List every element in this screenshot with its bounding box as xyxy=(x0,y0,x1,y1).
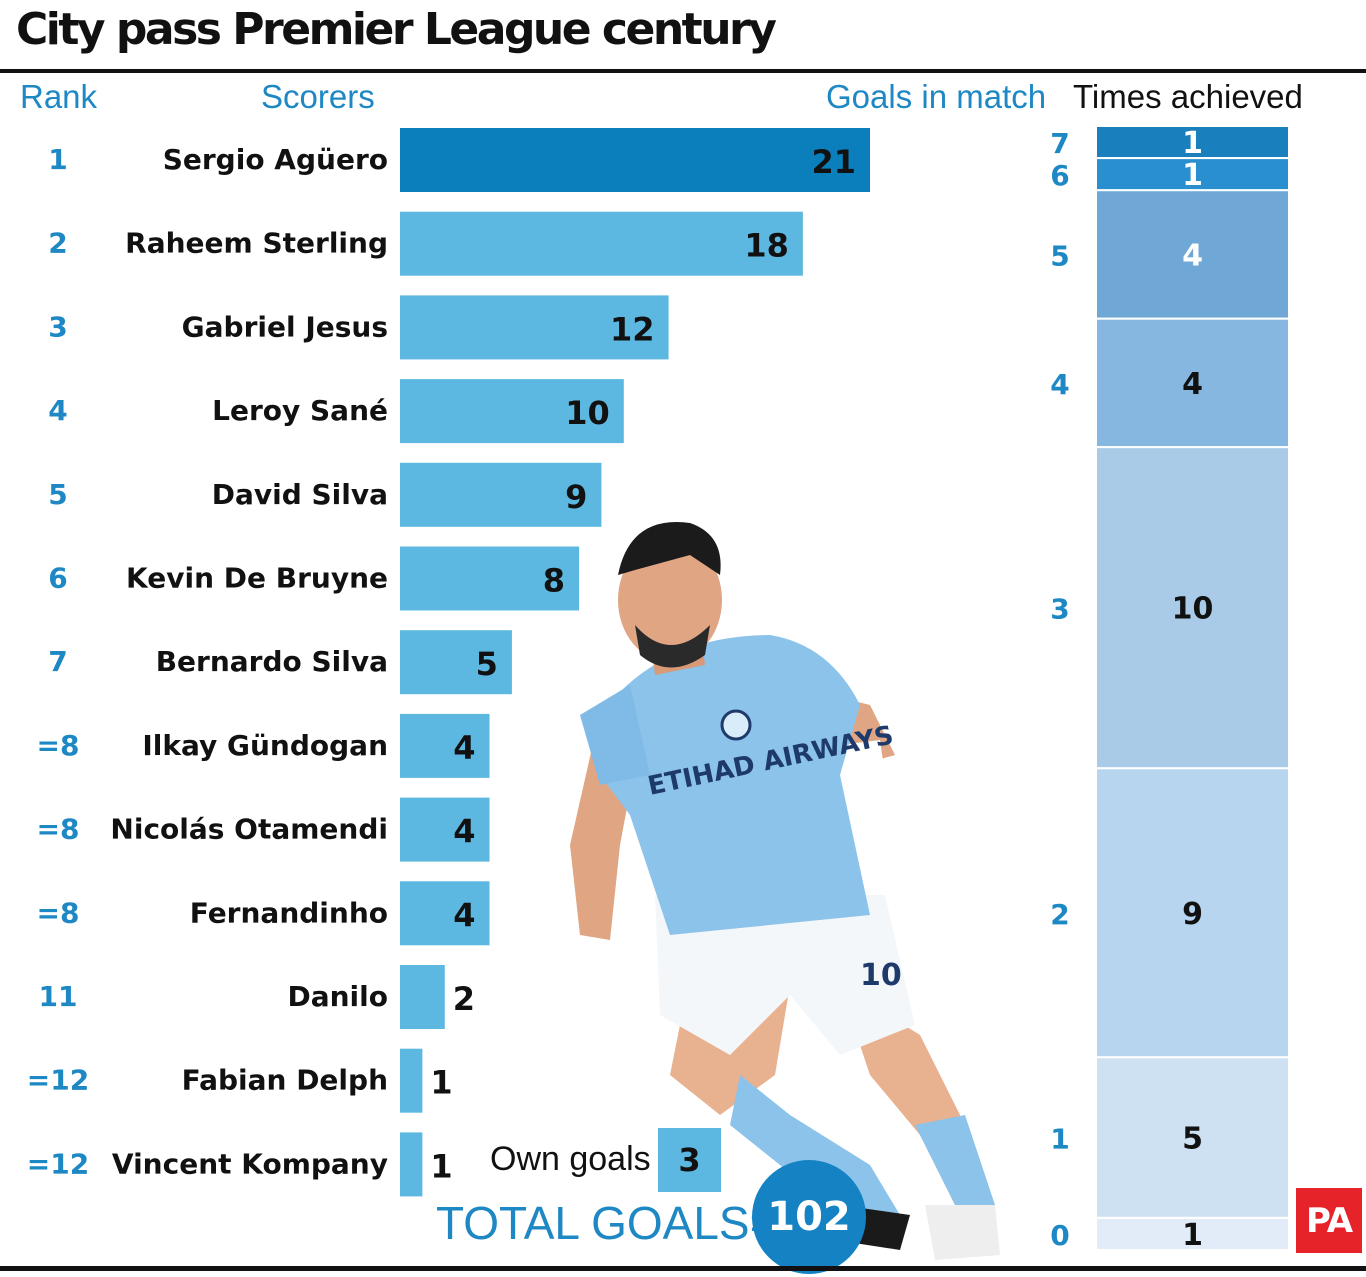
stack-segment xyxy=(1095,317,1290,449)
goals-in-match-label: 2 xyxy=(1050,898,1069,931)
scorer-name: Raheem Sterling xyxy=(125,227,388,260)
goals-in-match-label: 7 xyxy=(1050,127,1069,160)
bar-value-label: 2 xyxy=(453,980,475,1018)
rank-label: =12 xyxy=(27,1147,89,1180)
total-goals-label: TOTAL GOALS= xyxy=(436,1197,777,1249)
goals-in-match-label: 4 xyxy=(1050,368,1069,401)
bar-value-label: 5 xyxy=(476,645,498,683)
bar-value-label: 8 xyxy=(543,562,565,600)
goals-in-match-label: 6 xyxy=(1050,159,1069,192)
rank-label: =12 xyxy=(27,1064,89,1097)
goals-in-match-label: 5 xyxy=(1050,239,1069,272)
stack-segment xyxy=(1095,1216,1290,1252)
rank-column-header: Rank xyxy=(20,78,98,115)
times-achieved-value: 4 xyxy=(1182,367,1203,402)
rank-label: =8 xyxy=(37,896,80,929)
bar xyxy=(400,128,870,192)
stack-segment xyxy=(1095,157,1290,192)
times-achieved-value: 1 xyxy=(1182,1218,1203,1253)
top-divider xyxy=(0,69,1366,73)
scorer-name: David Silva xyxy=(212,478,388,511)
times-achieved-value: 10 xyxy=(1172,592,1214,627)
scorer-name: Fabian Delph xyxy=(182,1064,388,1097)
times-achieved-value: 1 xyxy=(1182,158,1203,193)
stack-segment xyxy=(1095,189,1290,320)
own-goals-value: 3 xyxy=(658,1128,721,1192)
own-goals-label: Own goals xyxy=(490,1140,651,1178)
bar-value-label: 4 xyxy=(453,896,475,934)
rank-label: =8 xyxy=(37,813,80,846)
goals-in-match-label: 1 xyxy=(1050,1123,1069,1156)
bar-value-label: 10 xyxy=(565,394,610,432)
chart-title: City pass Premier League century xyxy=(16,4,777,55)
rank-label: =8 xyxy=(37,729,80,762)
rank-label: 4 xyxy=(48,394,67,427)
bar xyxy=(400,295,669,360)
bar-value-label: 1 xyxy=(430,1064,452,1102)
bar-value-label: 18 xyxy=(744,227,789,265)
scorer-name: Kevin De Bruyne xyxy=(126,562,388,595)
bar xyxy=(400,797,490,862)
scorer-name: Vincent Kompany xyxy=(112,1147,388,1180)
goals-in-match-label: 0 xyxy=(1050,1219,1069,1252)
scorer-name: Sergio Agüero xyxy=(163,143,388,176)
bar xyxy=(400,1132,423,1197)
goals-in-match-header: Goals in match xyxy=(826,78,1047,115)
bar-value-label: 21 xyxy=(811,143,856,181)
goals-in-match-label: 3 xyxy=(1050,593,1069,626)
stack-segment xyxy=(1095,1056,1290,1219)
total-goals-badge: 102 xyxy=(752,1160,866,1274)
bar-value-label: 4 xyxy=(453,729,475,767)
scorer-name: Danilo xyxy=(287,980,388,1013)
rank-label: 5 xyxy=(48,478,67,511)
times-achieved-value: 4 xyxy=(1182,238,1203,273)
shirt-number: 10 xyxy=(860,958,902,993)
rank-label: 3 xyxy=(48,310,67,343)
bottom-divider xyxy=(0,1266,1366,1271)
rank-label: 1 xyxy=(48,143,67,176)
rank-label: 11 xyxy=(39,980,78,1013)
bar-value-label: 12 xyxy=(610,310,655,348)
bar xyxy=(400,379,624,444)
bar xyxy=(400,965,445,1029)
scorer-name: Bernardo Silva xyxy=(156,645,388,678)
bar-value-label: 4 xyxy=(453,813,475,851)
scorer-name: Nicolás Otamendi xyxy=(110,813,388,846)
pa-logo: PA xyxy=(1296,1188,1362,1253)
scorers-bar-chart: 1 Sergio Agüero 212 Raheem Sterling 183 Gabri… xyxy=(27,128,870,1197)
rank-label: 7 xyxy=(48,645,67,678)
bar xyxy=(400,546,580,611)
bar xyxy=(400,713,490,778)
scorer-name: Ilkay Gündogan xyxy=(142,729,388,762)
bar-value-label: 1 xyxy=(430,1147,452,1185)
bar xyxy=(400,462,602,527)
bar xyxy=(400,1048,423,1113)
stack-segment xyxy=(1095,767,1290,1059)
times-achieved-value: 1 xyxy=(1182,126,1203,161)
bar xyxy=(400,630,512,695)
rank-label: 6 xyxy=(48,562,67,595)
scorers-column-header: Scorers xyxy=(261,78,375,115)
bar-value-label: 9 xyxy=(565,478,587,516)
rank-label: 2 xyxy=(48,227,67,260)
footballer-photo: ETIHAD AIRWAYS 10 xyxy=(570,522,1000,1260)
times-achieved-value: 9 xyxy=(1182,897,1203,932)
times-achieved-value: 5 xyxy=(1182,1122,1203,1157)
scorer-name: Leroy Sané xyxy=(212,394,388,427)
times-achieved-header: Times achieved xyxy=(1073,78,1303,115)
bar xyxy=(400,881,490,946)
scorer-name: Fernandinho xyxy=(190,896,388,929)
scorer-name: Gabriel Jesus xyxy=(182,310,388,343)
bar xyxy=(400,211,803,276)
